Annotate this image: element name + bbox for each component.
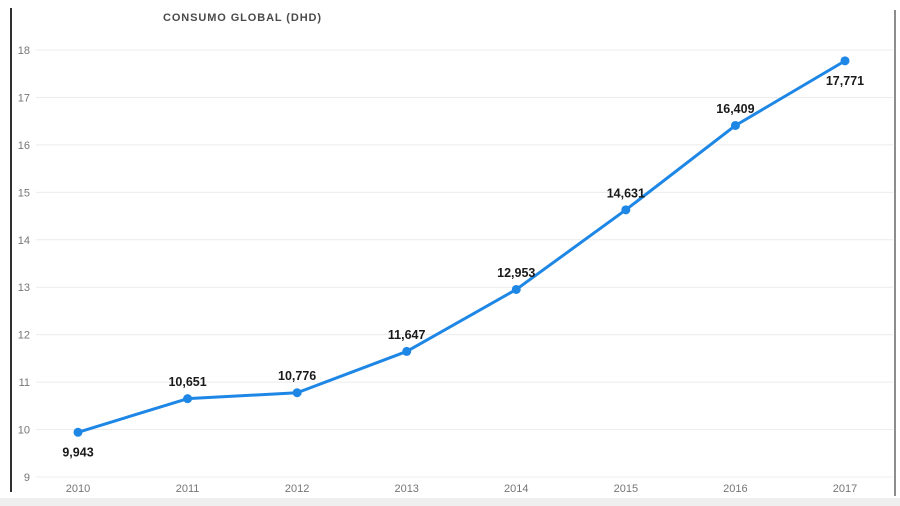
series-line	[76, 59, 847, 434]
data-point-label: 10,651	[168, 375, 206, 389]
bottom-edge	[0, 498, 900, 506]
y-axis-tick-label: 17	[18, 92, 30, 104]
data-point[interactable]	[183, 394, 193, 404]
x-axis-tick-label: 2016	[723, 483, 747, 495]
y-axis-tick-label: 16	[18, 140, 30, 152]
data-point-label: 12,953	[497, 266, 535, 280]
y-axis-tick-label: 14	[18, 235, 30, 247]
data-point-label: 10,776	[278, 369, 316, 383]
y-axis-tick-label: 10	[18, 425, 30, 437]
y-axis-tick-label: 13	[18, 282, 30, 294]
chart-title: CONSUMO GLOBAL (DHD)	[163, 12, 322, 24]
x-axis-tick-label: 2014	[504, 483, 528, 495]
x-axis-tick-label: 2012	[285, 483, 309, 495]
data-point-label: 11,647	[388, 328, 426, 342]
data-point-label: 16,409	[716, 102, 754, 116]
data-point-label: 14,631	[607, 186, 645, 200]
y-axis-tick-label: 15	[18, 187, 30, 199]
data-point[interactable]	[73, 427, 83, 437]
data-point[interactable]	[511, 284, 521, 294]
y-axis-tick-label: 11	[19, 377, 30, 389]
data-point-label: 9,943	[62, 445, 93, 459]
x-axis-tick-label: 2011	[176, 483, 200, 495]
data-point[interactable]	[292, 388, 302, 398]
x-axis-tick-label: 2015	[614, 483, 638, 495]
data-point[interactable]	[402, 346, 412, 356]
x-axis-tick-label: 2013	[394, 483, 418, 495]
right-edge-line	[894, 10, 896, 496]
left-axis-line	[10, 8, 12, 492]
x-axis-tick-label: 2010	[66, 483, 90, 495]
data-point[interactable]	[840, 56, 850, 66]
data-point-label: 17,771	[826, 74, 864, 88]
data-point[interactable]	[621, 205, 631, 215]
data-point[interactable]	[730, 120, 740, 130]
x-axis-tick-label: 2017	[833, 483, 857, 495]
y-axis-tick-label: 18	[18, 45, 30, 57]
y-axis-tick-label: 9	[24, 472, 30, 484]
y-axis-tick-label: 12	[18, 330, 30, 342]
